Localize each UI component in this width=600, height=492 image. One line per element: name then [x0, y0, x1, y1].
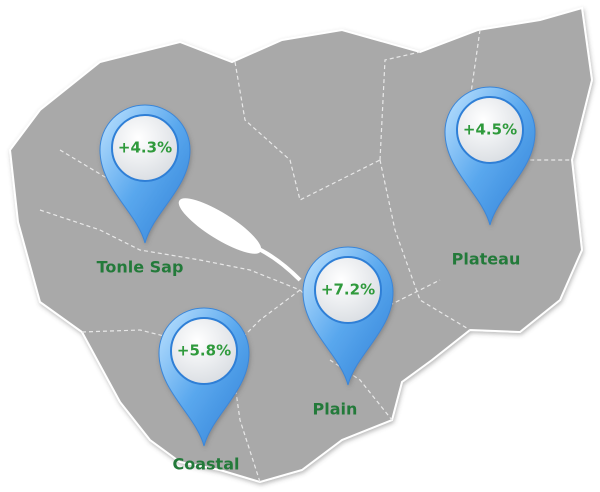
pin-inner: [170, 317, 238, 385]
region-label: Tonle Sap: [97, 258, 184, 277]
pin-value: +7.2%: [321, 281, 375, 299]
region-label: Coastal: [173, 455, 240, 474]
region-label: Plain: [313, 400, 358, 419]
pin-value: +4.5%: [463, 121, 517, 139]
map-pin: +4.5%: [444, 86, 536, 227]
pin-inner: [314, 256, 382, 324]
map-pin: +7.2%: [302, 246, 394, 387]
region-label: Plateau: [452, 250, 521, 269]
country-shape: [8, 6, 594, 484]
pin-inner: [456, 96, 524, 164]
pin-inner: [111, 114, 179, 182]
map-pin: +5.8%: [158, 307, 250, 448]
pin-value: +5.8%: [177, 342, 231, 360]
lake: [178, 198, 302, 282]
map-pin: +4.3%: [99, 104, 191, 245]
pin-value: +4.3%: [118, 139, 172, 157]
